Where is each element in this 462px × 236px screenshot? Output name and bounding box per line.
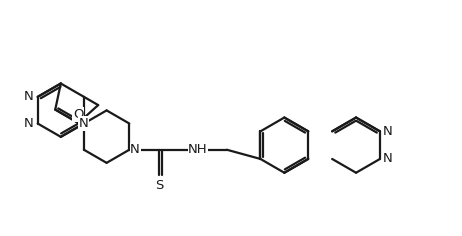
Text: N: N xyxy=(79,117,89,130)
Text: N: N xyxy=(24,90,33,103)
Text: N: N xyxy=(383,152,392,165)
Text: N: N xyxy=(24,117,33,130)
Text: N: N xyxy=(383,125,392,138)
Text: N: N xyxy=(130,143,140,156)
Text: S: S xyxy=(155,179,164,192)
Text: O: O xyxy=(73,108,84,121)
Text: NH: NH xyxy=(188,143,208,156)
